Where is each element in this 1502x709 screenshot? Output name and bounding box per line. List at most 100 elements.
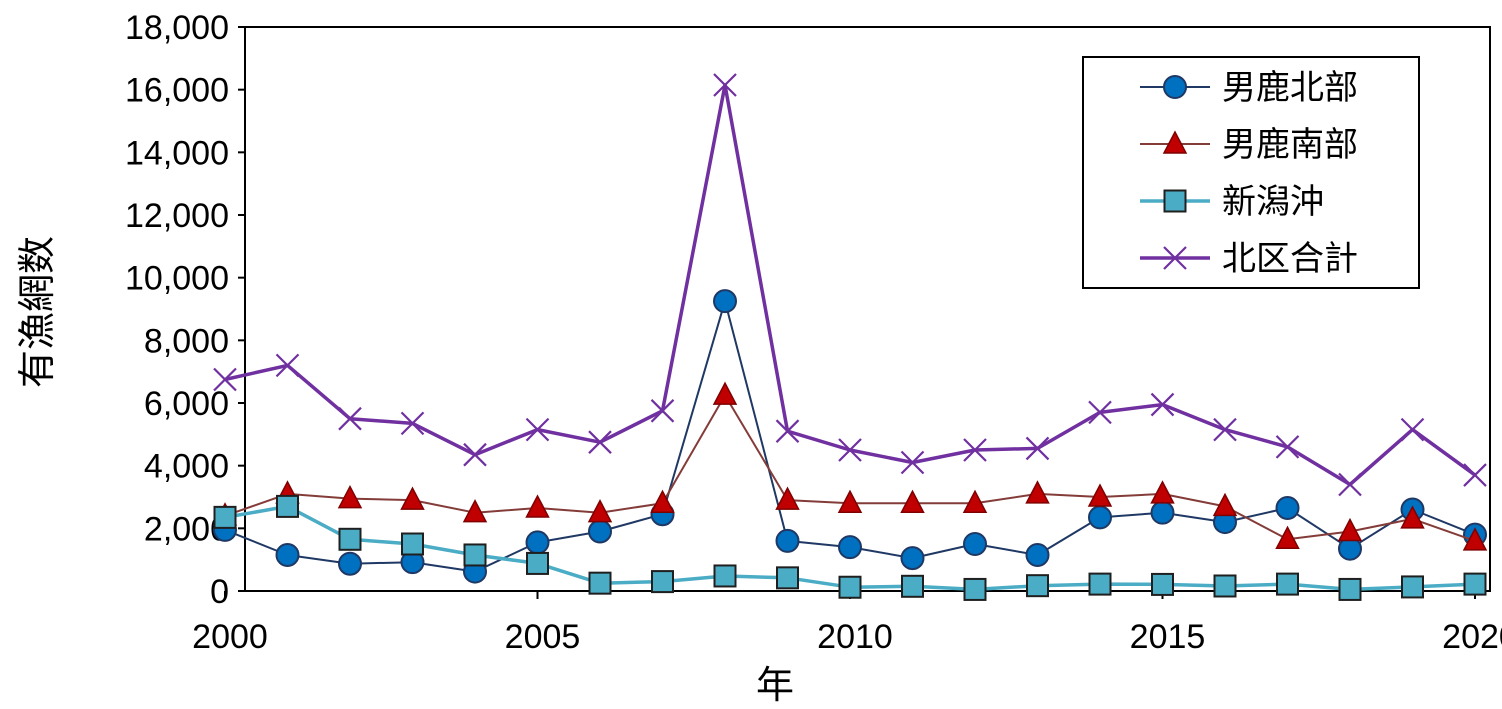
x-marker-stroke <box>1463 463 1487 487</box>
x-marker-stroke <box>900 450 925 475</box>
x-axis-title: 年 <box>756 663 794 707</box>
legend-marker <box>1163 75 1187 99</box>
data-point <box>1150 392 1175 417</box>
data-point <box>1275 525 1300 550</box>
data-point <box>1025 542 1050 567</box>
y-tick-label: 14,000 <box>125 134 229 172</box>
data-point <box>213 367 237 392</box>
data-point <box>1150 480 1175 504</box>
data-point <box>900 489 925 514</box>
y-axis-title: 有漁網数 <box>15 236 59 388</box>
data-point <box>962 489 988 514</box>
data-point <box>1463 572 1487 596</box>
data-point <box>776 566 799 590</box>
y-tick-label: 8,000 <box>144 322 229 360</box>
data-point <box>213 505 237 529</box>
x-marker-stroke <box>650 399 675 423</box>
y-tick-label: 4,000 <box>144 448 229 486</box>
x-marker-stroke <box>525 417 550 442</box>
data-point <box>1025 436 1050 461</box>
axes: 02,0004,0006,0008,00010,00012,00014,0001… <box>125 9 1502 656</box>
data-point <box>900 546 925 571</box>
y-tick-label: 12,000 <box>125 197 229 235</box>
x-marker-stroke <box>713 73 737 97</box>
data-point <box>400 411 425 436</box>
y-tick-label: 10,000 <box>125 260 229 298</box>
data-point <box>401 532 424 556</box>
data-point <box>775 528 800 553</box>
data-point <box>588 519 612 544</box>
x-marker-stroke <box>1400 417 1425 442</box>
data-point <box>463 543 487 567</box>
data-point <box>1026 574 1049 598</box>
data-point <box>650 489 675 514</box>
x-marker-stroke <box>963 438 987 462</box>
data-point <box>1338 472 1362 497</box>
x-marker-stroke <box>1275 435 1300 459</box>
data-point <box>713 289 737 314</box>
data-point <box>338 406 362 431</box>
data-point <box>275 542 300 567</box>
data-point <box>588 571 612 595</box>
data-point <box>963 577 987 601</box>
data-point <box>338 527 362 551</box>
data-point <box>275 353 300 378</box>
legend-label: 新潟沖 <box>1222 182 1324 222</box>
x-marker-stroke <box>1213 417 1237 442</box>
data-point <box>587 499 613 523</box>
legend-marker <box>1163 189 1187 213</box>
data-point <box>838 438 862 462</box>
x-marker-stroke <box>775 419 800 443</box>
data-point <box>1400 505 1425 529</box>
x-marker-stroke <box>1338 472 1362 497</box>
data-point <box>1275 495 1300 520</box>
data-point <box>525 417 550 442</box>
data-point <box>1088 505 1112 530</box>
x-marker-stroke <box>213 367 237 392</box>
x-tick-label: 2010 <box>817 618 893 656</box>
data-point <box>1462 527 1488 551</box>
x-marker-stroke <box>838 438 862 462</box>
data-point <box>963 438 987 462</box>
x-tick-label: 2005 <box>505 618 581 656</box>
plot-area-frame <box>244 26 1491 592</box>
data-point <box>1338 577 1362 601</box>
x-marker-stroke <box>1150 392 1175 417</box>
series-2 <box>212 381 1488 551</box>
data-point <box>1025 480 1050 504</box>
data-point <box>1400 417 1425 442</box>
data-point <box>775 486 800 510</box>
legend-label: 男鹿北部 <box>1222 68 1358 108</box>
data-point <box>400 486 425 510</box>
data-point <box>525 494 550 518</box>
series-4 <box>213 73 1487 497</box>
series-layer <box>212 73 1488 601</box>
data-point <box>1401 575 1424 599</box>
data-point <box>650 399 675 423</box>
data-point <box>901 574 924 598</box>
data-point <box>963 532 987 556</box>
data-point <box>1088 400 1112 425</box>
data-point <box>1151 572 1174 596</box>
data-point <box>837 489 863 514</box>
data-point <box>900 450 925 475</box>
x-tick-label: 2000 <box>192 618 268 656</box>
data-point <box>1212 492 1238 517</box>
y-tick-label: 18,000 <box>125 9 229 47</box>
data-point <box>1463 463 1487 487</box>
x-marker-stroke <box>1088 400 1112 425</box>
x-marker-stroke <box>1025 436 1050 461</box>
legend-label: 北区合計 <box>1222 239 1358 279</box>
y-tick-label: 0 <box>210 573 229 611</box>
legend-marker <box>1162 130 1188 154</box>
data-point <box>838 535 862 560</box>
series-1 <box>213 289 1487 584</box>
legend-label: 男鹿南部 <box>1222 125 1358 165</box>
data-point <box>525 530 550 555</box>
x-marker-stroke <box>275 353 300 378</box>
x-tick-label: 2015 <box>1130 618 1206 656</box>
data-point <box>775 419 800 443</box>
data-point <box>276 494 299 518</box>
data-point <box>338 551 362 576</box>
